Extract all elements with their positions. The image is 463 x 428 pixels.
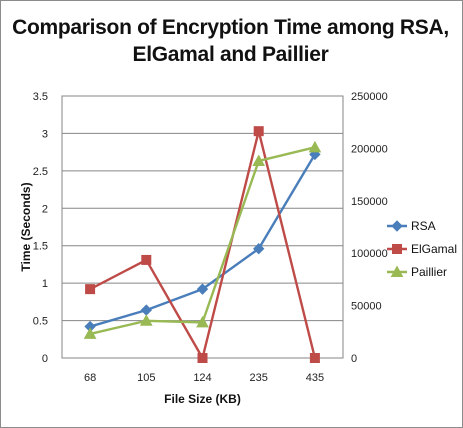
data-point — [139, 314, 153, 326]
y-axis-label: Time (Seconds) — [19, 182, 33, 271]
x-tick-label: 105 — [137, 372, 155, 384]
legend-item: RSA — [387, 219, 436, 233]
x-axis: 68 105 124 235 435 — [84, 372, 324, 384]
data-point — [85, 284, 96, 295]
x-tick-label: 124 — [193, 372, 211, 384]
legend-marker — [390, 265, 404, 277]
data-point — [309, 353, 320, 363]
series-line — [89, 146, 316, 336]
legend-label: Paillier — [411, 265, 447, 279]
y2-tick-label: 150000 — [351, 196, 388, 208]
y-tick-label: 3 — [42, 128, 48, 140]
y-tick-label: 2 — [42, 203, 48, 215]
y-tick-label: 1.5 — [33, 241, 48, 253]
series-paillier — [83, 140, 322, 339]
x-tick-label: 435 — [306, 372, 324, 384]
y-axis-right: 0 50000 100000 150000 200000 250000 — [351, 91, 388, 365]
data-point — [252, 154, 266, 166]
data-point — [140, 304, 153, 316]
y-tick-label: 1 — [42, 278, 48, 290]
chart-title: Comparison of Encryption Time among RSA,… — [0, 14, 461, 68]
x-axis-label: File Size (KB) — [164, 392, 241, 406]
chart-title-line-2: ElGamal and Paillier — [132, 43, 329, 66]
y2-tick-label: 50000 — [351, 301, 382, 313]
y-tick-label: 2.5 — [33, 166, 48, 178]
legend-label: RSA — [411, 219, 436, 233]
y-axis-left: 0 0.5 1 1.5 2 2.5 3 3.5 — [33, 91, 48, 365]
data-point — [141, 254, 152, 265]
legend-item: ElGamal — [387, 242, 457, 256]
data-point — [253, 126, 264, 137]
legend-marker — [391, 220, 403, 232]
y2-tick-label: 100000 — [351, 248, 388, 260]
y2-tick-label: 0 — [351, 353, 357, 365]
legend-marker — [392, 244, 402, 254]
data-point — [308, 140, 322, 153]
series-group — [83, 126, 322, 363]
data-point — [196, 315, 209, 328]
y2-tick-label: 250000 — [351, 91, 388, 103]
series-elgamal — [85, 126, 320, 363]
data-point — [197, 353, 208, 363]
series-line — [89, 153, 316, 328]
data-point — [252, 243, 265, 255]
x-tick-label: 68 — [84, 372, 96, 384]
y2-tick-label: 200000 — [351, 143, 388, 155]
y-tick-label: 0.5 — [33, 316, 48, 328]
legend-item: Paillier — [387, 265, 447, 279]
legend: RSA ElGamal Paillier — [387, 219, 457, 279]
data-point — [196, 283, 209, 295]
y-tick-label: 3.5 — [33, 91, 48, 103]
chart-title-line-1: Comparison of Encryption Time among RSA, — [12, 16, 449, 39]
legend-label: ElGamal — [411, 242, 457, 256]
y-tick-label: 0 — [42, 353, 48, 365]
data-point — [83, 327, 97, 339]
x-tick-label: 235 — [250, 372, 268, 384]
